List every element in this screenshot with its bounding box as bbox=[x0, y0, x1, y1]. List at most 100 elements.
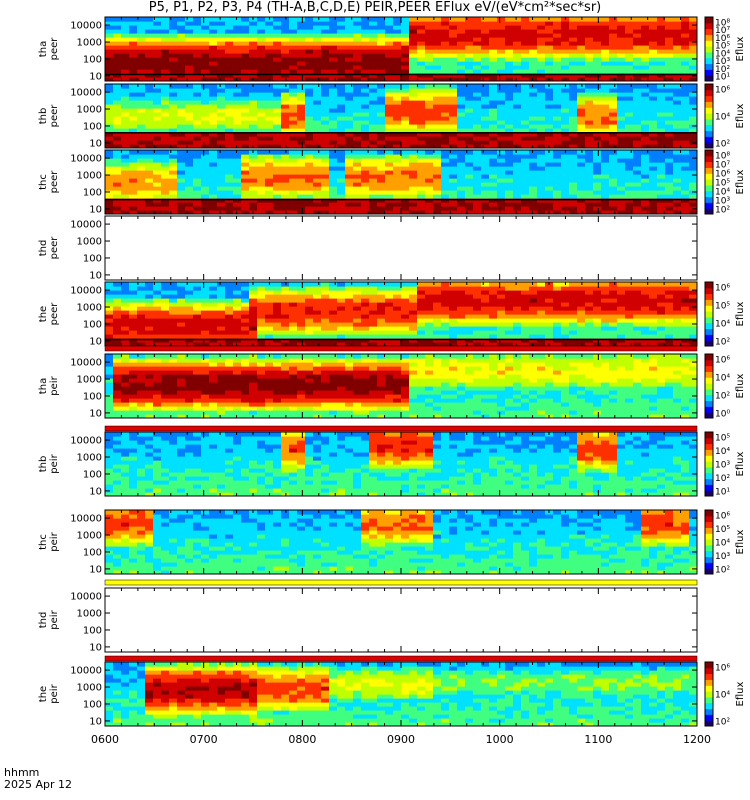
heatmap-cell bbox=[513, 132, 522, 137]
heatmap-cell bbox=[137, 182, 146, 187]
heatmap-cell bbox=[233, 65, 242, 70]
heatmap-cell bbox=[521, 202, 530, 207]
colorbar-tick-label: 10² bbox=[715, 206, 730, 216]
heatmap-cell bbox=[337, 116, 346, 121]
heatmap-cell bbox=[313, 282, 322, 287]
heatmap-cell bbox=[241, 77, 250, 81]
heatmap-cell bbox=[673, 210, 682, 214]
heatmap-cell bbox=[169, 124, 178, 129]
heatmap-cell bbox=[425, 17, 434, 22]
heatmap-cell bbox=[249, 37, 258, 42]
heatmap-cell bbox=[241, 298, 250, 303]
heatmap-cell bbox=[169, 128, 178, 133]
heatmap-cell bbox=[425, 88, 434, 93]
heatmap-cell bbox=[513, 154, 522, 159]
heatmap-cell bbox=[569, 53, 578, 58]
heatmap-cell bbox=[289, 136, 298, 141]
heatmap-cell bbox=[225, 29, 234, 34]
heatmap-cell bbox=[649, 69, 658, 74]
heatmap-cell bbox=[345, 49, 354, 54]
heatmap-cell bbox=[657, 41, 666, 46]
heatmap-cell bbox=[529, 318, 538, 323]
heatmap-cell bbox=[425, 174, 434, 179]
heatmap-cell bbox=[489, 29, 498, 34]
heatmap-cell bbox=[513, 116, 522, 121]
heatmap-cell bbox=[433, 174, 442, 179]
heatmap-cell bbox=[249, 57, 258, 62]
heatmap-cell bbox=[425, 194, 434, 199]
heatmap-cell bbox=[217, 124, 226, 129]
heatmap-cell bbox=[129, 202, 138, 207]
heatmap-cell bbox=[513, 65, 522, 70]
heatmap-cell bbox=[361, 128, 370, 133]
heatmap-cell bbox=[361, 96, 370, 101]
heatmap-cell bbox=[633, 112, 642, 117]
heatmap-cell bbox=[217, 190, 226, 195]
heatmap-cell bbox=[289, 302, 298, 307]
heatmap-cell bbox=[689, 33, 697, 38]
heatmap-cell bbox=[553, 182, 562, 187]
heatmap-cell bbox=[553, 69, 562, 74]
heatmap-cell bbox=[225, 104, 234, 109]
heatmap-cell bbox=[257, 162, 266, 167]
heatmap-cell bbox=[569, 318, 578, 323]
heatmap-cell bbox=[561, 69, 570, 74]
heatmap-cell bbox=[121, 186, 130, 191]
heatmap-cell bbox=[449, 330, 458, 335]
heatmap-cell bbox=[377, 286, 386, 291]
heatmap-cell bbox=[641, 128, 650, 133]
heatmap-cell bbox=[537, 77, 546, 81]
heatmap-cell bbox=[433, 124, 442, 129]
heatmap-cell bbox=[513, 190, 522, 195]
heatmap-cell bbox=[657, 69, 666, 74]
heatmap-cell bbox=[593, 314, 602, 319]
heatmap-cell bbox=[617, 170, 626, 175]
heatmap-cell bbox=[193, 170, 202, 175]
heatmap-cell bbox=[457, 21, 466, 26]
heatmap-cell bbox=[665, 210, 674, 214]
heatmap-cell bbox=[481, 41, 490, 46]
heatmap-cell bbox=[401, 92, 410, 97]
heatmap-cell bbox=[217, 136, 226, 141]
heatmap-cell bbox=[249, 61, 258, 66]
heatmap-cell bbox=[353, 190, 362, 195]
heatmap-cell bbox=[217, 318, 226, 323]
heatmap-cell bbox=[129, 41, 138, 46]
heatmap-cell bbox=[401, 96, 410, 101]
heatmap-cell bbox=[585, 104, 594, 109]
heatmap-cell bbox=[369, 302, 378, 307]
heatmap-cell bbox=[561, 306, 570, 311]
heatmap-cell bbox=[297, 45, 306, 50]
heatmap-cell bbox=[633, 37, 642, 42]
heatmap-cell bbox=[577, 92, 586, 97]
heatmap-cell bbox=[129, 306, 138, 311]
heatmap-cell bbox=[537, 140, 546, 145]
heatmap-cell bbox=[473, 21, 482, 26]
heatmap-cell bbox=[289, 33, 298, 38]
heatmap-cell bbox=[345, 194, 354, 199]
heatmap-cell bbox=[257, 45, 266, 50]
heatmap-cell bbox=[553, 170, 562, 175]
heatmap-cell bbox=[201, 166, 210, 171]
heatmap-cell bbox=[385, 166, 394, 171]
heatmap-cell bbox=[217, 314, 226, 319]
heatmap-cell bbox=[385, 57, 394, 62]
heatmap-cell bbox=[329, 302, 338, 307]
heatmap-cell bbox=[545, 104, 554, 109]
heatmap-cell bbox=[193, 178, 202, 183]
heatmap-cell bbox=[241, 150, 250, 155]
heatmap-cell bbox=[345, 294, 354, 299]
heatmap-cell bbox=[689, 25, 697, 30]
heatmap-cell bbox=[473, 290, 482, 295]
heatmap-cell bbox=[505, 144, 514, 148]
heatmap-cell bbox=[481, 286, 490, 291]
heatmap-cell bbox=[457, 100, 466, 105]
heatmap-cell bbox=[601, 61, 610, 66]
heatmap-cell bbox=[625, 53, 634, 58]
heatmap-cell bbox=[441, 166, 450, 171]
heatmap-cell bbox=[481, 162, 490, 167]
heatmap-cell bbox=[585, 140, 594, 145]
heatmap-cell bbox=[217, 174, 226, 179]
heatmap-cell bbox=[681, 158, 690, 163]
heatmap-cell bbox=[121, 206, 130, 211]
